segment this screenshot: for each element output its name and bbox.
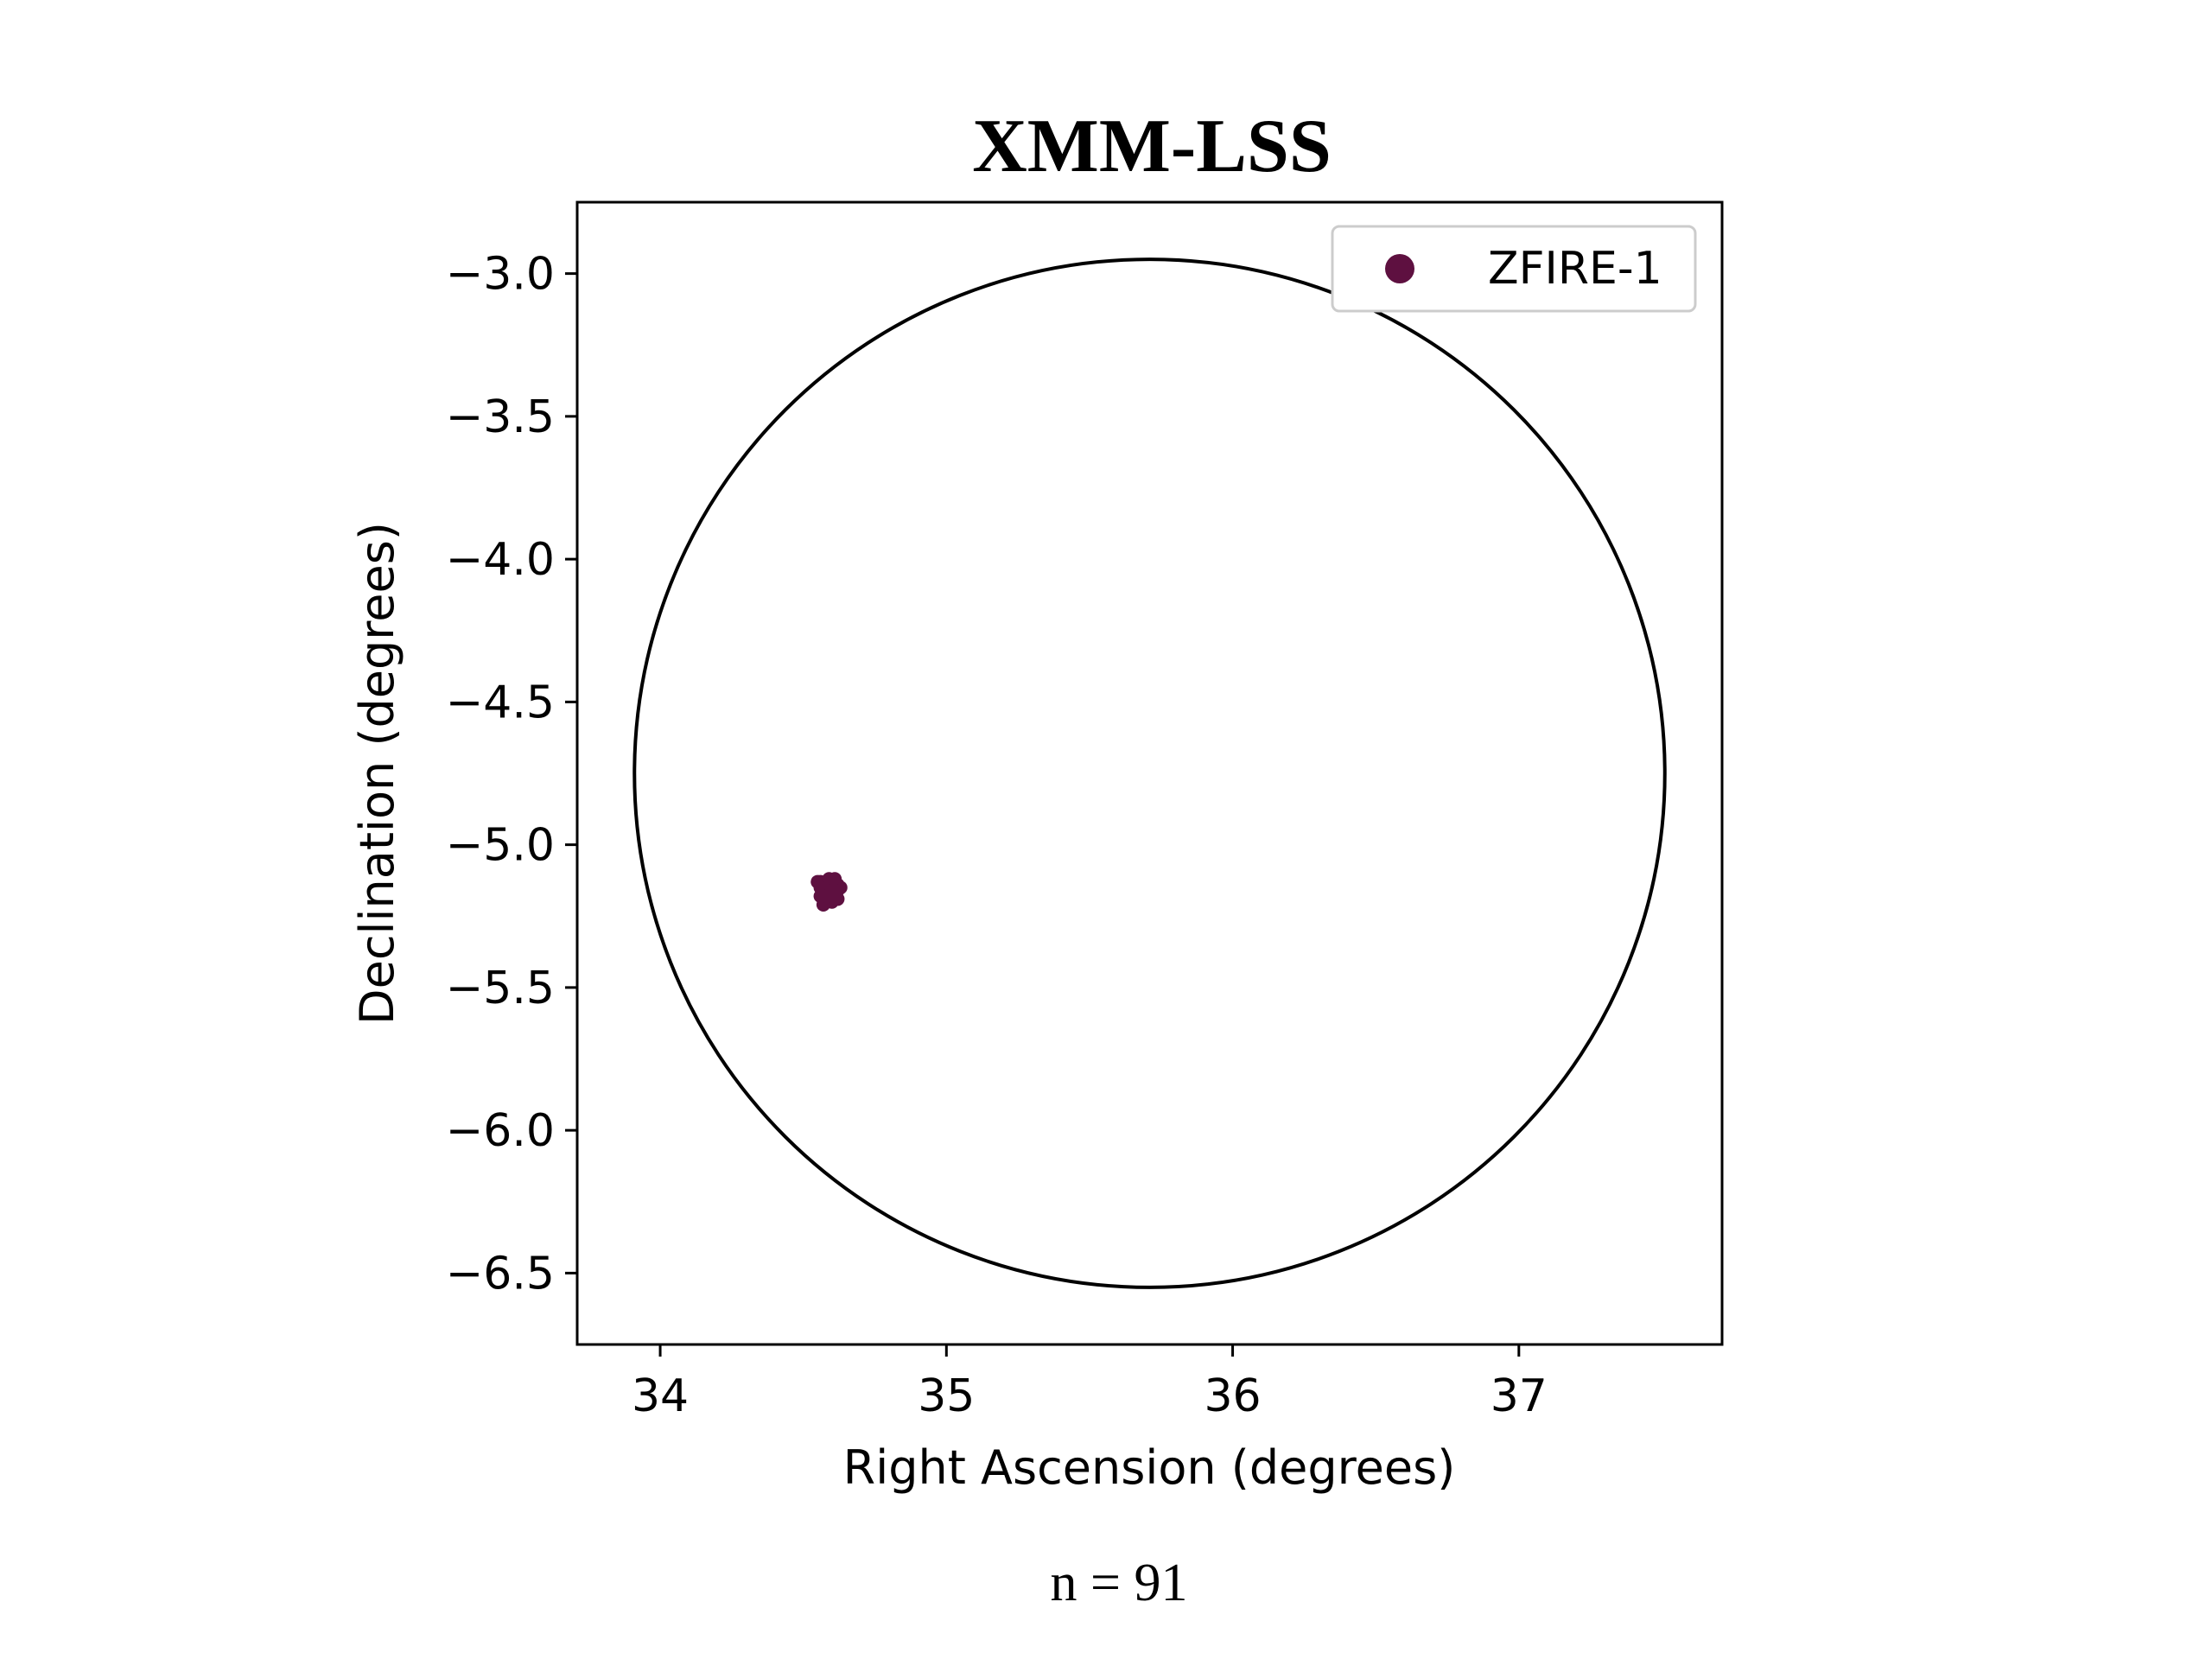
plot-frame	[575, 200, 1724, 1346]
x-tick-label: 37	[1491, 1370, 1548, 1422]
y-tick-label: −4.5	[446, 677, 555, 728]
y-tick-label: −6.5	[446, 1248, 555, 1300]
y-tick-label: −3.5	[446, 391, 555, 443]
plot-area	[575, 200, 1724, 1346]
y-axis: −3.0 −3.5 −4.0 −4.5 −5.0 −5.5 −6.0 −6.5	[446, 249, 577, 1300]
y-tick-label: −4.0	[446, 534, 555, 586]
legend-box	[1331, 225, 1697, 313]
legend-label-zfire-1: ZFIRE-1	[1488, 243, 1662, 295]
y-axis-label: Declination (degrees)	[350, 522, 404, 1025]
legend-marker-zfire-1	[1385, 254, 1414, 283]
sample-count-annotation: n = 91	[1051, 1554, 1188, 1612]
field-boundary-circle	[632, 257, 1667, 1289]
x-axis-label: Right Ascension (degrees)	[843, 1440, 1456, 1495]
x-tick-label: 34	[632, 1370, 689, 1422]
legend: ZFIRE-1	[1331, 225, 1697, 313]
x-tick-label: 35	[918, 1370, 975, 1422]
y-tick-label: −6.0	[446, 1105, 555, 1157]
data-point	[824, 883, 839, 898]
x-tick-label: 36	[1204, 1370, 1261, 1422]
y-tick-label: −5.5	[446, 963, 555, 1014]
x-axis: 34 35 36 37	[632, 1344, 1548, 1422]
data-layer	[632, 257, 1667, 1289]
y-tick-label: −3.0	[446, 249, 555, 301]
y-tick-label: −5.0	[446, 820, 555, 872]
chart-title: XMM-LSS	[972, 105, 1332, 188]
